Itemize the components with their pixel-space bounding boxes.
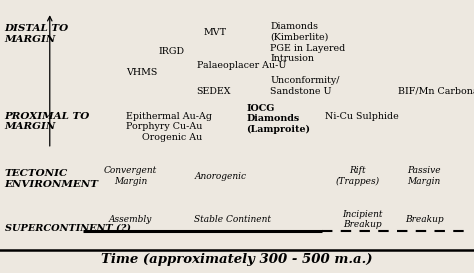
Text: SEDEX: SEDEX	[197, 87, 231, 96]
Text: MVT: MVT	[204, 28, 227, 37]
Text: SUPERCONTINENT (?): SUPERCONTINENT (?)	[5, 224, 131, 232]
Text: Anorogenic: Anorogenic	[194, 172, 246, 180]
Text: Convergent
Margin: Convergent Margin	[104, 166, 157, 186]
Text: IOCG
Diamonds
(Lamproite): IOCG Diamonds (Lamproite)	[246, 104, 310, 134]
Text: Breakup: Breakup	[405, 215, 444, 224]
Text: Diamonds
(Kimberlite): Diamonds (Kimberlite)	[270, 22, 328, 41]
Text: Epithermal Au-Ag: Epithermal Au-Ag	[126, 112, 211, 120]
Text: Rift
(Trappes): Rift (Trappes)	[336, 166, 380, 186]
Text: Ni-Cu Sulphide: Ni-Cu Sulphide	[325, 112, 399, 120]
Text: PGE in Layered
Intrusion: PGE in Layered Intrusion	[270, 43, 346, 63]
Text: PROXIMAL TO
MARGIN: PROXIMAL TO MARGIN	[5, 112, 90, 131]
Text: IRGD: IRGD	[159, 48, 185, 56]
Text: Time (approximately 300 - 500 m.a.): Time (approximately 300 - 500 m.a.)	[101, 253, 373, 266]
Text: TECTONIC
ENVIRONMENT: TECTONIC ENVIRONMENT	[5, 169, 99, 189]
Text: Passive
Margin: Passive Margin	[408, 166, 441, 186]
Text: Orogenic Au: Orogenic Au	[142, 133, 202, 142]
Text: VHMS: VHMS	[126, 68, 157, 77]
Text: DISTAL TO
MARGIN: DISTAL TO MARGIN	[5, 24, 69, 44]
Text: Stable Continent: Stable Continent	[194, 215, 271, 224]
Text: Porphyry Cu-Au: Porphyry Cu-Au	[126, 123, 202, 131]
Text: Unconformity/
Sandstone U: Unconformity/ Sandstone U	[270, 76, 340, 96]
Text: Assembly: Assembly	[109, 215, 152, 224]
Text: BIF/Mn Carbonate: BIF/Mn Carbonate	[398, 87, 474, 96]
Text: Incipient
Breakup: Incipient Breakup	[342, 210, 383, 230]
Text: Palaeoplacer Au-U: Palaeoplacer Au-U	[197, 61, 286, 70]
